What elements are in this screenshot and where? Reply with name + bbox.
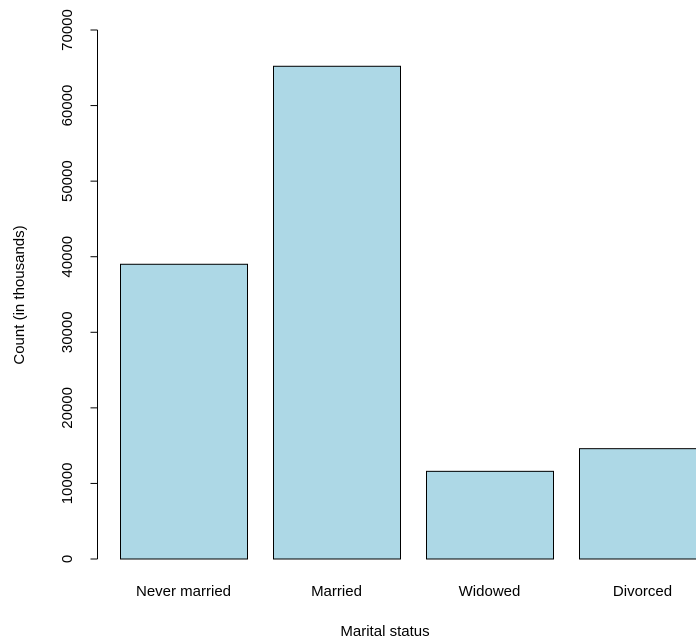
y-tick-label: 20000: [59, 387, 76, 429]
y-axis: 0 10000 20000 30000 40000 50000 60000 70000: [59, 9, 98, 563]
bar-divorced: [579, 448, 696, 560]
bar-married: [273, 65, 401, 560]
bars-group: [120, 65, 696, 560]
x-axis-title: Marital status: [340, 623, 429, 640]
x-tick-label: Never married: [136, 583, 231, 600]
x-tick-label: Divorced: [613, 583, 672, 600]
y-tick-label: 70000: [59, 9, 76, 51]
y-tick-label: 60000: [59, 85, 76, 127]
y-tick-label: 40000: [59, 236, 76, 278]
bar-never-married: [120, 263, 248, 560]
y-tick-label: 50000: [59, 160, 76, 202]
x-tick-label: Widowed: [459, 583, 521, 600]
x-tick-label: Married: [311, 583, 362, 600]
y-tick-label: 10000: [59, 463, 76, 505]
y-tick-label: 0: [59, 555, 76, 563]
y-tick-label: 30000: [59, 311, 76, 353]
y-axis-title: Count (in thousands): [11, 225, 28, 364]
x-category-labels: Never married Married Widowed Divorced: [136, 583, 672, 600]
bar-widowed: [426, 470, 554, 560]
